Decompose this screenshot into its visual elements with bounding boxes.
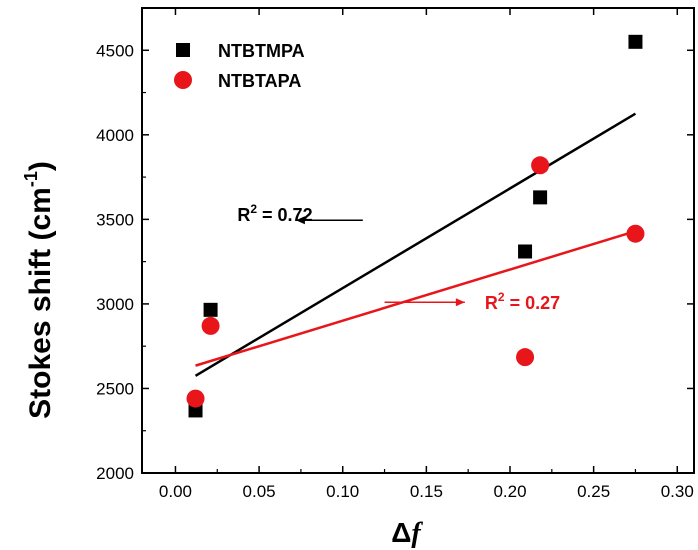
axes: 0.00 0.05 0.10 0.15 0.20 0.25 0.30 2000 2500 3000… <box>96 7 695 501</box>
annotation-arrow-head <box>295 216 305 225</box>
plot-frame <box>141 7 695 474</box>
data-point-ntbtapa <box>201 316 220 335</box>
data-point-ntbtmpa <box>533 190 548 205</box>
y-tick-label: 2500 <box>96 379 134 398</box>
x-tick-label: 0.10 <box>326 482 359 501</box>
x-tick-label: 0.30 <box>661 482 694 501</box>
fit-lines <box>194 112 637 377</box>
data-point-ntbtapa <box>531 156 550 175</box>
data-point-ntbtapa <box>626 224 645 243</box>
data-point-ntbtmpa <box>203 302 218 317</box>
x-tick-label: 0.25 <box>577 482 610 501</box>
data-point-ntbtmpa <box>628 34 643 49</box>
x-tick-label: 0.15 <box>410 482 443 501</box>
x-tick-label: 0.05 <box>243 482 276 501</box>
annotation-r2-ntbtmpa: R2 = 0.72 <box>237 202 312 225</box>
data-points <box>186 34 645 418</box>
x-tick-label: 0.00 <box>159 482 192 501</box>
y-tick-label: 3000 <box>96 295 134 314</box>
x-axis-title: Δf <box>391 517 423 549</box>
x-tick-label: 0.20 <box>493 482 526 501</box>
legend-marker-ntbtapa <box>174 71 192 89</box>
annotation-arrow-head <box>455 298 465 307</box>
data-point-ntbtmpa <box>518 244 533 259</box>
y-tick-label: 3500 <box>96 210 134 229</box>
legend: NTBTMPA NTBTAPA <box>174 41 305 91</box>
data-point-ntbtapa <box>516 348 535 367</box>
y-tick-label: 4000 <box>96 126 134 145</box>
fit-line-ntbtapa <box>195 230 636 367</box>
annotation-r2-ntbtapa: R2 = 0.27 <box>485 290 560 313</box>
annotations: R2 = 0.72 R2 = 0.27 <box>237 202 560 313</box>
legend-label-ntbtapa: NTBTAPA <box>218 71 301 91</box>
fit-line-ntbtmpa <box>194 112 637 377</box>
legend-marker-ntbtmpa <box>176 43 190 57</box>
y-tick-label: 2000 <box>96 464 134 483</box>
y-axis-title: Stokes shift (cm-1) <box>21 161 57 419</box>
data-point-ntbtmpa <box>188 403 203 418</box>
data-point-ntbtapa <box>186 389 205 408</box>
legend-label-ntbtmpa: NTBTMPA <box>218 41 305 61</box>
y-tick-label: 4500 <box>96 41 134 60</box>
